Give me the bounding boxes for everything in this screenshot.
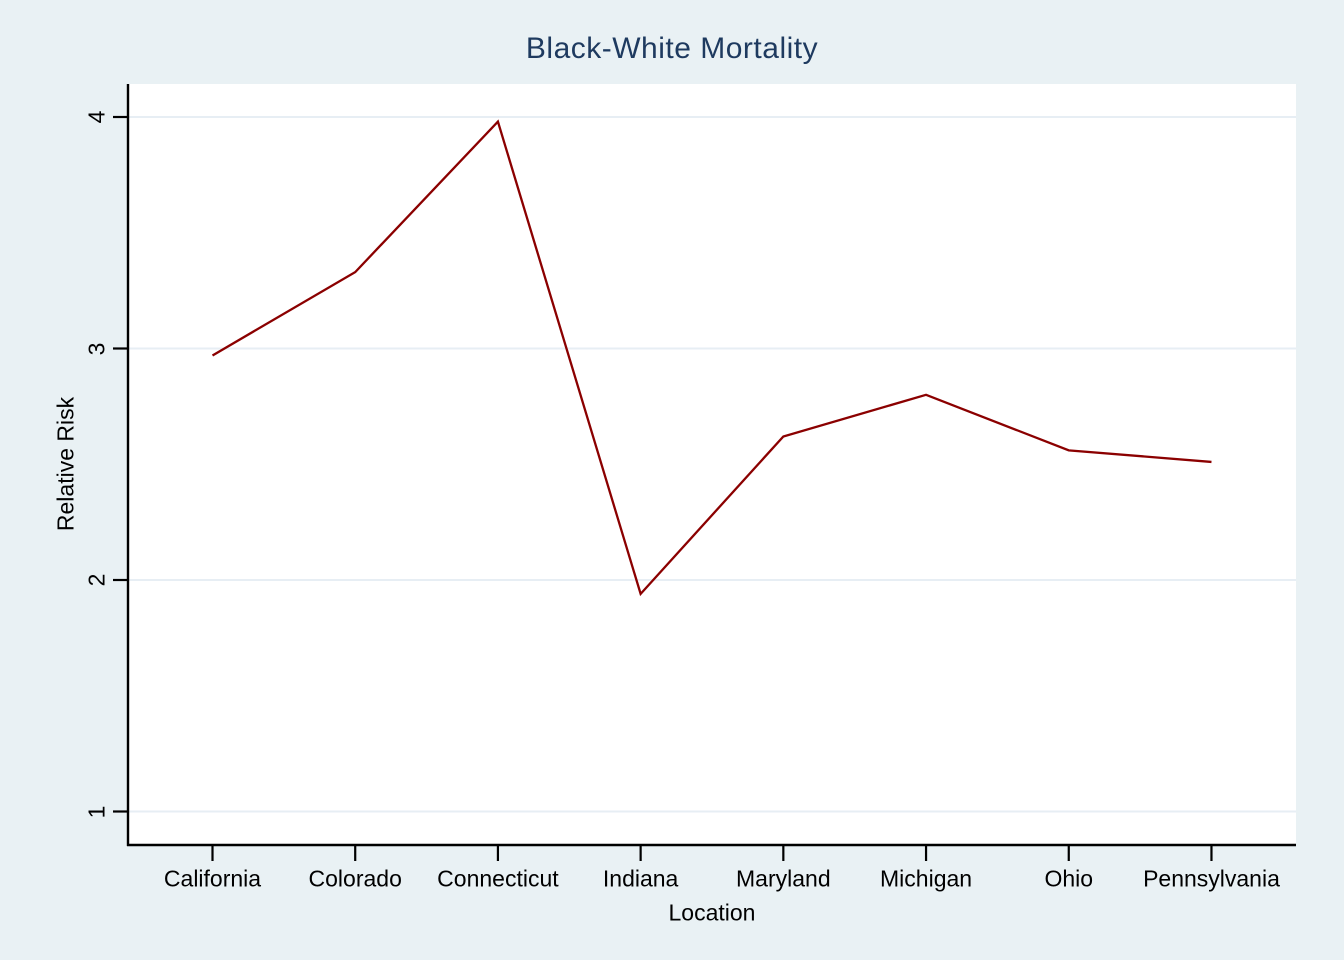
x-tick-label: Pennsylvania bbox=[1143, 865, 1280, 892]
y-tick-label: 1 bbox=[83, 805, 110, 818]
x-tick-label: Connecticut bbox=[437, 865, 559, 892]
mortality-line bbox=[211, 119, 1212, 597]
x-tick-label: Maryland bbox=[736, 865, 831, 892]
x-tick-label: Michigan bbox=[880, 865, 973, 892]
y-tick-label: 2 bbox=[83, 573, 110, 587]
y-tick-label: 3 bbox=[83, 342, 110, 355]
y-tick-label: 4 bbox=[83, 110, 110, 124]
x-axis-title: Location bbox=[668, 899, 756, 926]
x-tick-label: California bbox=[163, 865, 262, 892]
chart-title: Black-White Mortality bbox=[525, 32, 819, 65]
x-tick-label: Ohio bbox=[1044, 865, 1094, 892]
x-tick-label: Indiana bbox=[602, 865, 679, 892]
x-tick-label: Colorado bbox=[308, 865, 402, 892]
y-axis-title: Relative Risk bbox=[52, 396, 79, 532]
plot-area bbox=[128, 84, 1296, 845]
